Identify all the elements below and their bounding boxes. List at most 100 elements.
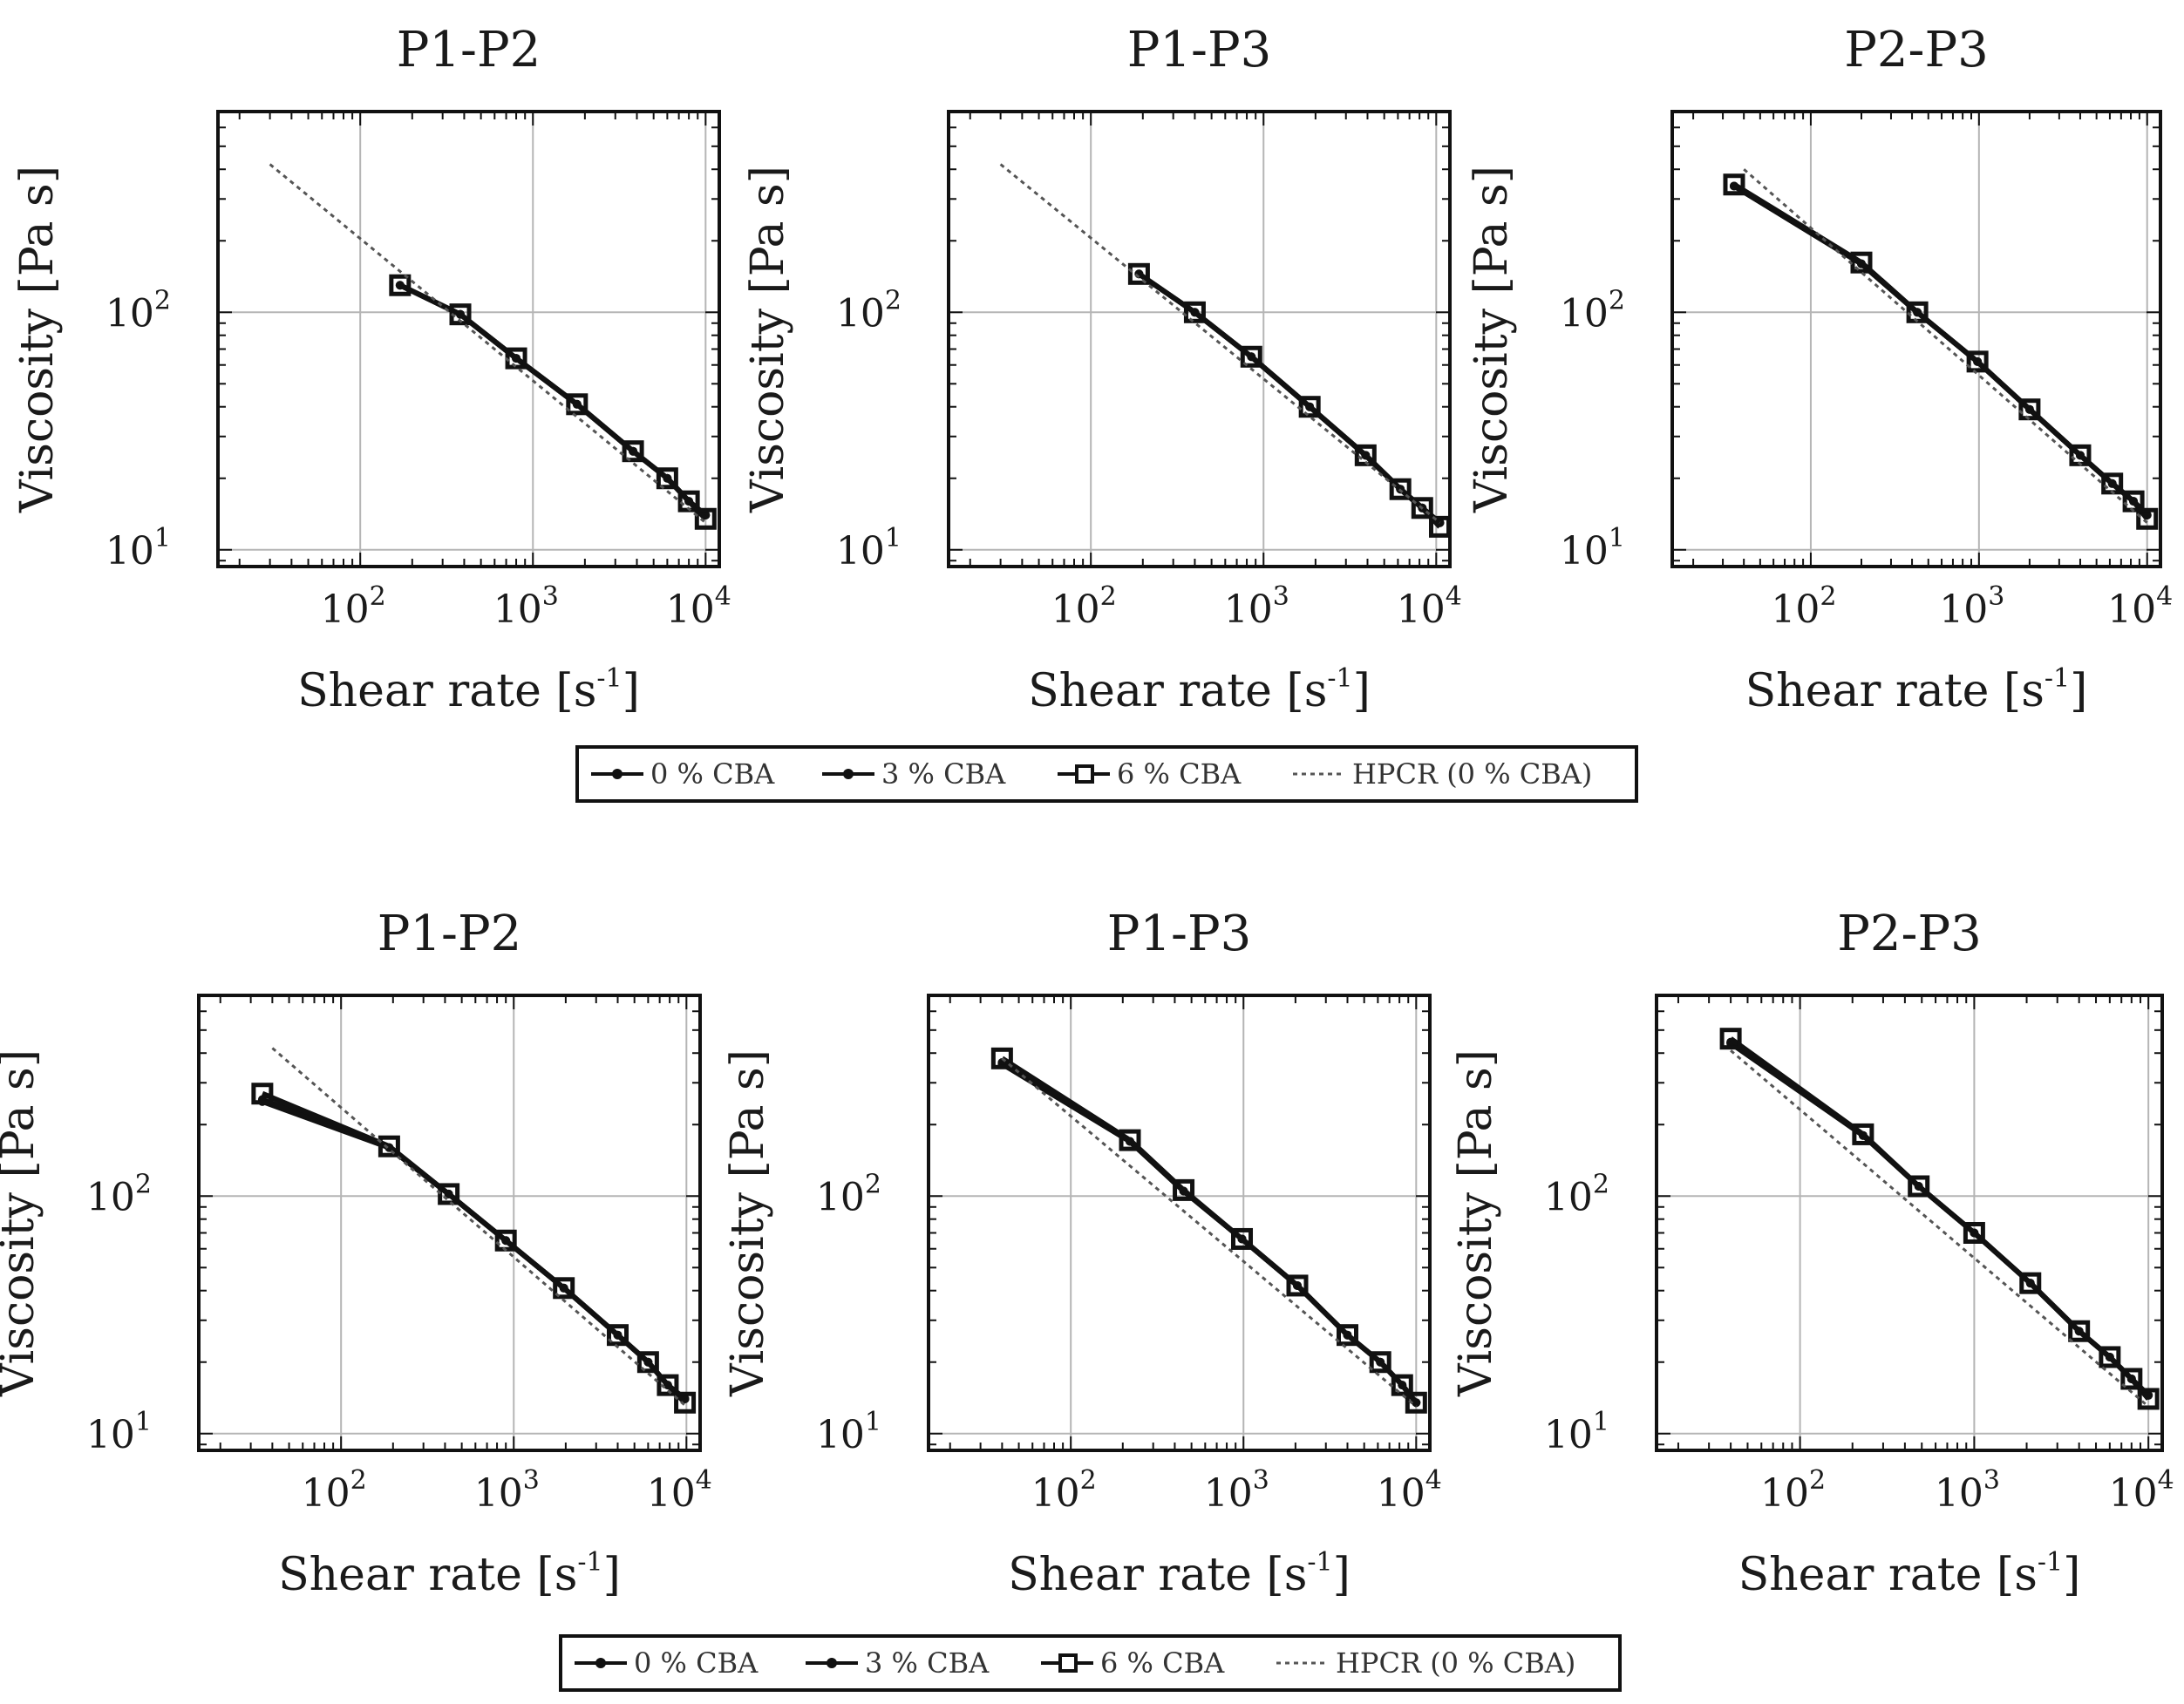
y-tick-exponent: 1	[135, 1407, 152, 1437]
data-point-square	[1908, 1175, 1930, 1198]
data-point-square	[378, 1135, 400, 1157]
x-tick-base: 10	[1397, 587, 1446, 632]
chart-title: P2-P3	[1837, 906, 1982, 962]
x-axis-label-bracket-open: [	[522, 1549, 555, 1601]
x-tick-exponent: 2	[1820, 581, 1836, 612]
plot-frame	[1655, 994, 2164, 1452]
x-tick-exponent: 3	[1983, 1465, 2000, 1496]
y-tick-base: 10	[105, 291, 154, 336]
data-point-square	[674, 1391, 697, 1414]
x-tick-base: 10	[1760, 1471, 1809, 1516]
x-tick-exponent: 3	[542, 581, 559, 612]
y-tick-label: 101	[836, 523, 901, 574]
x-tick-base: 10	[1377, 1471, 1425, 1516]
x-tick-exponent: 3	[1253, 1465, 1269, 1496]
data-point-square	[1119, 1129, 1141, 1151]
x-axis-label-exponent: -1	[1327, 663, 1352, 694]
x-tick-label: 103	[493, 581, 559, 632]
x-axis-label: Shear rate [s-1]	[278, 1547, 621, 1601]
legend-2: 0 % CBA 3 % CBA 6 % CBA HPCR (0 % CBA)	[559, 1634, 1622, 1692]
x-tick-label: 102	[302, 1465, 367, 1516]
data-point-square	[636, 1351, 659, 1374]
legend-label: 6 % CBA	[1117, 757, 1242, 791]
legend-label: 6 % CBA	[1100, 1646, 1225, 1680]
data-point-square	[1369, 1351, 1391, 1374]
x-axis-label-bracket-close: ]	[603, 1549, 621, 1601]
data-point-square	[1286, 1274, 1309, 1297]
data-point-square	[694, 507, 717, 530]
data-point-square	[553, 1277, 575, 1300]
y-tick-base: 10	[1544, 1175, 1593, 1219]
y-tick-label: 102	[1544, 1169, 1609, 1219]
data-point-square	[2137, 1388, 2160, 1410]
plot-area	[1723, 168, 2159, 530]
x-tick-label: 102	[321, 581, 386, 632]
x-tick-exponent: 2	[1809, 1465, 1826, 1496]
data-point-square	[1240, 345, 1262, 368]
plot-area	[1719, 1028, 2160, 1410]
x-tick-exponent: 2	[350, 1465, 367, 1496]
y-axis-label: Viscosity [Pa s]	[0, 1049, 44, 1397]
x-tick-base: 10	[1204, 1471, 1253, 1516]
data-point-square	[1127, 262, 1150, 285]
x-axis-label: Shear rate [s-1]	[1738, 1547, 2081, 1601]
x-axis-label-unit: s	[2014, 1549, 2038, 1601]
legend-entry: 6 % CBA	[1058, 757, 1242, 791]
data-point-square	[1354, 444, 1377, 466]
chart-title: P1-P3	[1107, 906, 1252, 962]
plot-area	[269, 163, 717, 530]
y-tick-label: 101	[816, 1407, 881, 1457]
data-point-square	[1429, 515, 1450, 538]
x-tick-exponent: 4	[1425, 1465, 1442, 1496]
data-point-square	[990, 1047, 1013, 1069]
legend-label: HPCR (0 % CBA)	[1352, 757, 1592, 791]
legend-entry: 0 % CBA	[591, 757, 775, 791]
y-tick-base: 10	[816, 1175, 865, 1219]
x-tick-label: 104	[2109, 1465, 2174, 1516]
x-tick-label: 104	[2107, 581, 2173, 632]
y-tick-label: 101	[1544, 1407, 1609, 1457]
y-tick-exponent: 1	[885, 523, 901, 553]
series-line-hpcr	[271, 1047, 688, 1408]
plot-frame	[927, 994, 1432, 1452]
y-tick-label: 101	[105, 523, 171, 574]
x-axis-label-bracket-close: ]	[1333, 1549, 1351, 1601]
x-axis-label-unit: s	[555, 1549, 578, 1601]
y-tick-base: 10	[86, 1413, 135, 1457]
y-tick-label: 102	[816, 1169, 881, 1219]
legend-swatch-square	[1058, 1653, 1078, 1673]
y-tick-label: 102	[105, 285, 171, 336]
chart-title: P1-P2	[378, 906, 522, 962]
y-tick-exponent: 2	[865, 1169, 881, 1199]
x-tick-base: 10	[321, 587, 370, 632]
x-tick-exponent: 3	[523, 1465, 540, 1496]
x-tick-base: 10	[1771, 587, 1820, 632]
x-axis-label: Shear rate [s-1]	[1028, 663, 1371, 717]
data-point-square	[1719, 1028, 1742, 1050]
x-tick-label: 102	[1771, 581, 1836, 632]
y-tick-base: 10	[1560, 291, 1609, 336]
plot-area	[990, 1047, 1427, 1414]
x-tick-label: 104	[1397, 581, 1462, 632]
plot-frame	[947, 110, 1452, 568]
legend-entry: 3 % CBA	[822, 757, 1006, 791]
plot-frame	[197, 994, 702, 1452]
x-tick-exponent: 4	[715, 581, 731, 612]
x-axis-label-exponent: -1	[1307, 1547, 1332, 1578]
x-axis-label-unit: s	[574, 665, 597, 717]
y-tick-base: 10	[836, 291, 885, 336]
y-axis-label: Viscosity [Pa s]	[742, 166, 794, 513]
data-point-square	[1336, 1324, 1358, 1347]
x-tick-exponent: 4	[2156, 581, 2173, 612]
y-tick-label: 102	[836, 285, 901, 336]
data-point-square	[1966, 350, 1989, 373]
y-tick-label: 102	[86, 1169, 152, 1219]
x-axis-label-bracket-close: ]	[2063, 1549, 2080, 1601]
y-tick-label: 101	[1560, 523, 1625, 574]
